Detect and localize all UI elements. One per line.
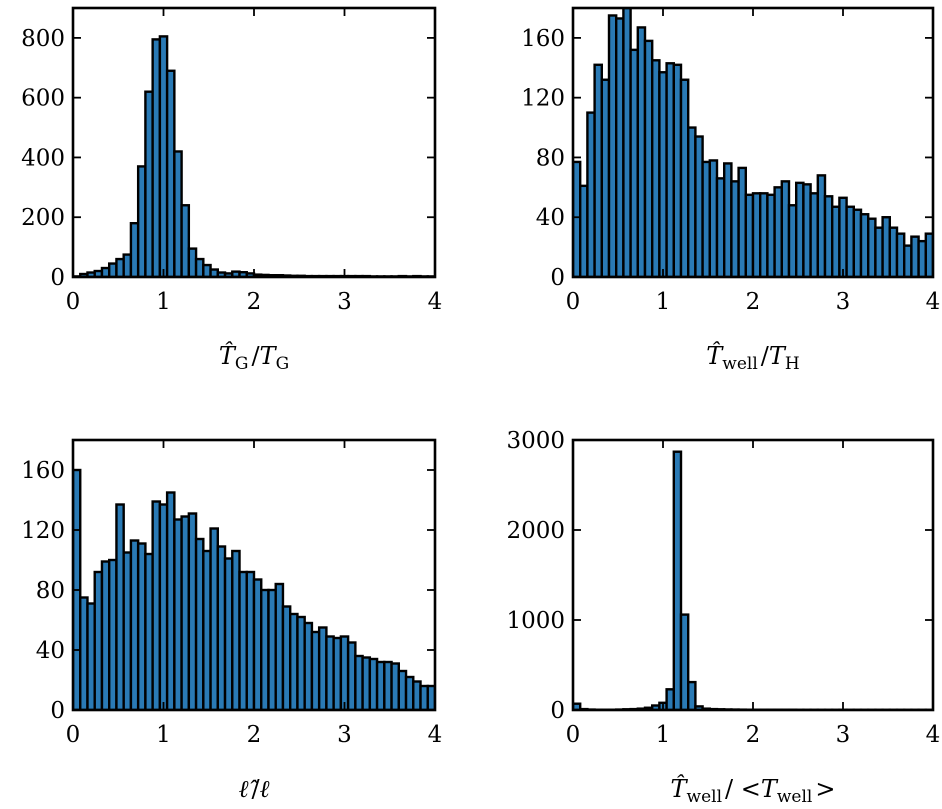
x-tick-label: 2 [746, 289, 761, 315]
bars [73, 35, 435, 277]
y-tick-label: 400 [21, 145, 65, 171]
y-tick-label: 80 [36, 578, 65, 604]
x-axis-label: T̂G/TG [219, 342, 289, 374]
x-axis-label-part: ℓ [260, 775, 270, 803]
x-tick-label: 2 [746, 722, 761, 748]
x-axis-label-part: G [235, 354, 249, 374]
x-axis-label-part: / [251, 775, 260, 803]
x-axis-label: T̂well/TH [706, 342, 799, 374]
bars [573, 8, 933, 277]
x-tick-label: 1 [656, 722, 671, 748]
y-tick-label: 160 [21, 458, 65, 484]
x-tick-label: 3 [337, 722, 352, 748]
x-tick-label: 1 [156, 722, 171, 748]
x-tick-label: 3 [337, 289, 352, 315]
y-tick-label: 0 [50, 698, 65, 724]
y-tick-label: 2000 [506, 518, 565, 544]
axes-frame [71, 6, 437, 279]
x-axis-label-part: T [769, 342, 787, 370]
x-axis-label: T̂well / <Twell > [671, 775, 836, 807]
y-tick-label: 80 [536, 145, 565, 171]
y-tick-label: 200 [21, 205, 65, 231]
x-axis-label-part: well [687, 787, 723, 807]
axes-frame [571, 438, 935, 712]
x-tick-label: 2 [247, 289, 262, 315]
x-axis-label-part: H [785, 354, 800, 374]
y-tick-label: 3000 [506, 428, 565, 454]
x-axis-label: ℓ̂/ℓ [238, 775, 269, 803]
x-axis-label-part: / [761, 342, 770, 370]
x-tick-label: 0 [566, 722, 581, 748]
bars [73, 468, 435, 710]
x-axis-label-part: T [761, 775, 779, 803]
x-axis-label-part: T [260, 342, 278, 370]
x-axis-label-part: T̂ [219, 342, 237, 370]
bars [573, 450, 933, 710]
x-tick-label: 0 [566, 289, 581, 315]
x-tick-label: 4 [926, 722, 941, 748]
x-axis-label-part: well [722, 354, 758, 374]
y-tick-label: 160 [521, 26, 565, 52]
y-tick-label: 120 [21, 518, 65, 544]
x-tick-label: 0 [66, 722, 81, 748]
x-tick-label: 1 [656, 289, 671, 315]
x-axis-label-part: T̂ [706, 342, 724, 370]
y-tick-label: 40 [36, 638, 65, 664]
y-tick-label: 40 [536, 205, 565, 231]
histogram-bar [426, 684, 435, 710]
y-tick-label: 0 [550, 698, 565, 724]
y-tick-label: 600 [21, 86, 65, 112]
x-axis-label-part: T̂ [671, 775, 689, 803]
x-axis-label-part: / [251, 342, 260, 370]
y-tick-label: 120 [521, 86, 565, 112]
x-tick-label: 4 [926, 289, 941, 315]
x-axis-label-part: G [276, 354, 290, 374]
x-tick-label: 1 [156, 289, 171, 315]
x-tick-label: 3 [836, 722, 851, 748]
histogram-bar [573, 702, 582, 710]
x-axis-label-part: / < [725, 775, 761, 803]
x-tick-label: 3 [836, 289, 851, 315]
x-tick-label: 4 [428, 722, 443, 748]
x-tick-label: 0 [66, 289, 81, 315]
y-tick-label: 0 [50, 265, 65, 291]
y-tick-label: 800 [21, 26, 65, 52]
x-tick-label: 4 [428, 289, 443, 315]
histogram-bar [672, 450, 683, 710]
x-tick-label: 2 [247, 722, 262, 748]
x-axis-label-part: > [815, 775, 835, 803]
x-axis-label-part: well [777, 787, 813, 807]
y-tick-label: 0 [550, 265, 565, 291]
y-tick-label: 1000 [506, 608, 565, 634]
